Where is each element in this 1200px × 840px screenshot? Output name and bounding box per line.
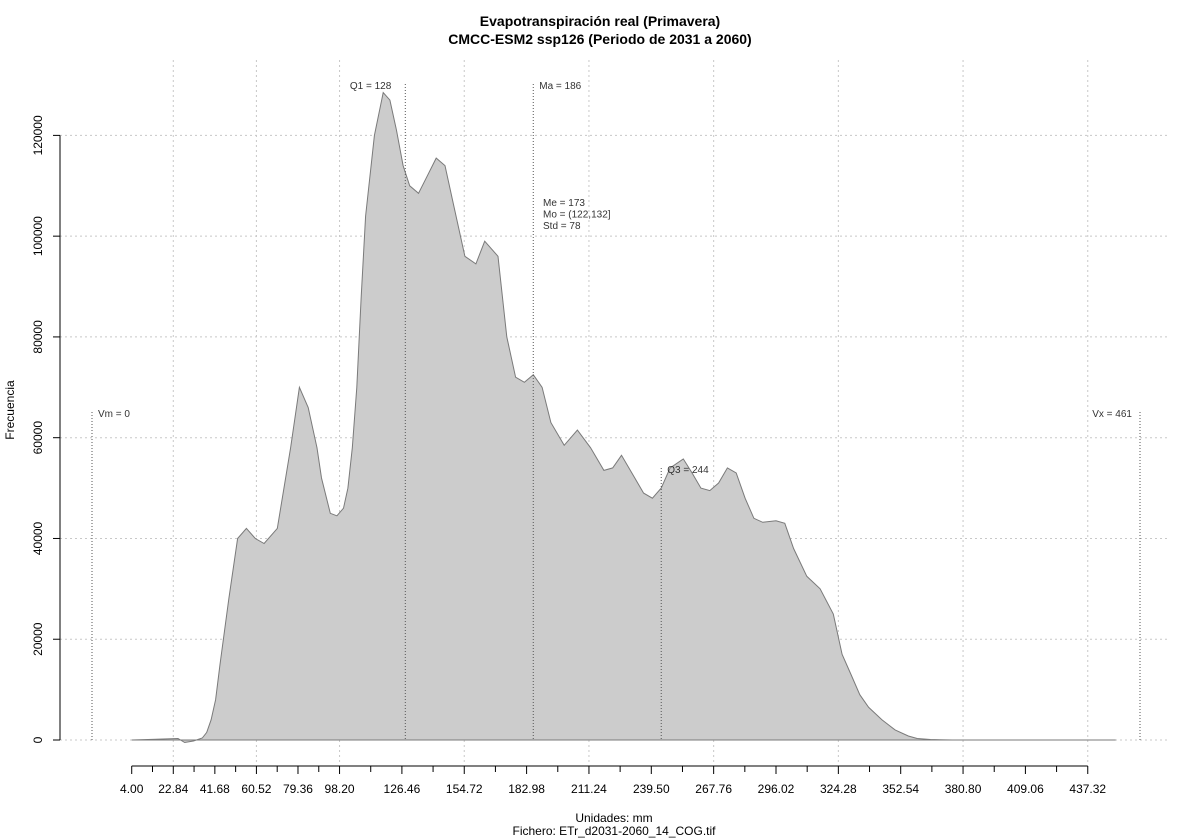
- chart-subtitle: CMCC-ESM2 ssp126 (Periodo de 2031 a 2060…: [448, 31, 751, 47]
- stat-label-vm: Vm = 0: [98, 409, 130, 420]
- x-tick-label: 126.46: [384, 782, 421, 796]
- y-tick-label: 40000: [31, 521, 45, 555]
- stat-text: Mo = (122,132]: [543, 210, 611, 221]
- x-tick-label: 22.84: [158, 782, 188, 796]
- x-tick-label: 79.36: [283, 782, 313, 796]
- stat-lines: Vm = 0 Q1 = 128 Ma = 186 Q3 = 244 Vx = 461: [91, 81, 1141, 740]
- stat-text: Std = 78: [543, 221, 581, 232]
- x-tick-label: 182.98: [508, 782, 545, 796]
- density-area: [131, 91, 1116, 744]
- y-tick-label: 120000: [31, 115, 45, 155]
- x-tick-label: 211.24: [571, 782, 607, 796]
- x-tick-label: 154.72: [446, 782, 483, 796]
- stat-label-ma: Ma = 186: [539, 81, 581, 92]
- x-tick-label: 98.20: [325, 782, 355, 796]
- x-tick-label: 380.80: [945, 782, 982, 796]
- chart-title: Evapotranspiración real (Primavera): [480, 13, 720, 29]
- x-tick-label: 4.00: [120, 782, 144, 796]
- y-tick-label: 100000: [31, 216, 45, 256]
- x-tick-label: 60.52: [241, 782, 271, 796]
- x-tick-label: 324.28: [820, 782, 857, 796]
- stat-label-vx: Vx = 461: [1092, 409, 1132, 420]
- y-tick-label: 20000: [31, 622, 45, 656]
- x-tick-label: 296.02: [758, 782, 795, 796]
- stat-label-q1: Q1 = 128: [350, 81, 392, 92]
- y-tick-label: 60000: [31, 421, 45, 455]
- stat-text: Me = 173: [543, 198, 585, 209]
- stat-label-q3: Q3 = 244: [667, 465, 709, 476]
- caption: Fichero: ETr_d2031-2060_14_COG.tif: [513, 824, 717, 838]
- y-tick-label: 0: [31, 736, 45, 743]
- x-tick-label: 267.76: [695, 782, 732, 796]
- axes: 0 20000 40000 60000 80000 100000 120000 4.00 22.…: [31, 115, 1106, 796]
- y-axis-label: Frecuencia: [3, 380, 17, 440]
- x-tick-label: 239.50: [633, 782, 670, 796]
- x-tick-label: 352.54: [882, 782, 919, 796]
- x-tick-label: 437.32: [1069, 782, 1106, 796]
- x-axis-label: Unidades: mm: [575, 811, 652, 825]
- y-tick-label: 80000: [31, 320, 45, 354]
- x-tick-label: 409.06: [1007, 782, 1044, 796]
- x-tick-label: 41.68: [200, 782, 230, 796]
